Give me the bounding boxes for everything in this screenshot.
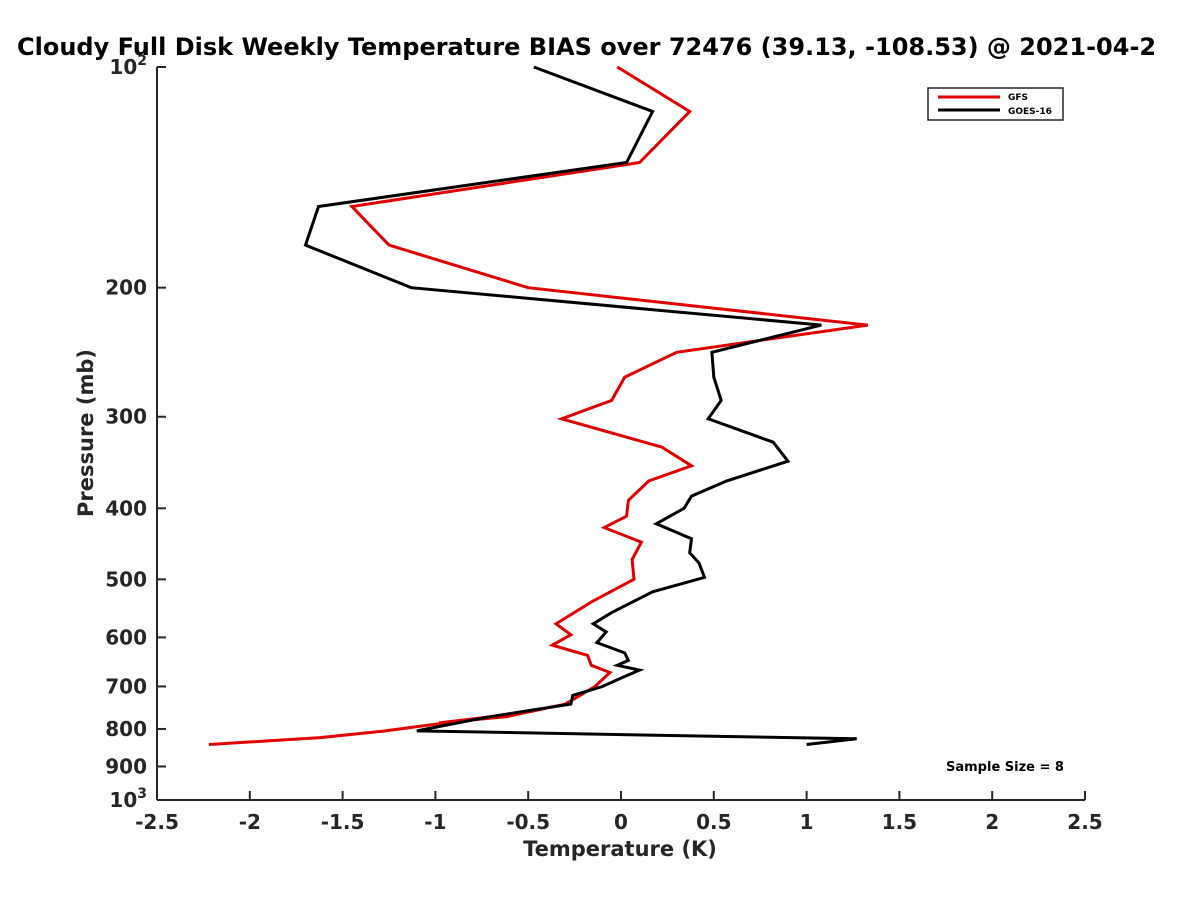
y-axis-ticks: 102 200 300 400 500 600 700 800 900 103 [105, 53, 166, 812]
y-tick-label: 800 [105, 717, 147, 741]
x-axis-label: Temperature (K) [523, 837, 717, 861]
y-axis-label: Pressure (mb) [74, 349, 98, 517]
chart-title: Cloudy Full Disk Weekly Temperature BIAS… [17, 33, 1156, 61]
x-tick-label: -2 [239, 810, 261, 834]
x-tick-label: 2 [985, 810, 999, 834]
x-tick-label: 1 [800, 810, 814, 834]
legend-box [927, 87, 1064, 121]
x-tick-label: -0.5 [506, 810, 550, 834]
y-tick-label: 103 [109, 786, 147, 812]
x-axis-ticks: -2.5 -2 -1.5 -1 -0.5 0 0.5 1 1.5 2 2.5 [135, 791, 1103, 834]
y-tick-label: 200 [105, 276, 147, 300]
legend-label-gfs: GFS [1008, 93, 1028, 103]
y-tick-label: 600 [105, 625, 147, 649]
series-line-gfs [208, 65, 869, 746]
legend: GFS GOES-16 [927, 87, 1064, 121]
y-tick-label: 700 [105, 674, 147, 698]
y-tick-label: 400 [105, 496, 147, 520]
x-tick-label: -2.5 [135, 810, 179, 834]
y-tick-label: 500 [105, 567, 147, 591]
sample-size-annotation: Sample Size = 8 [946, 760, 1064, 775]
legend-label-goes16: GOES-16 [1008, 107, 1052, 117]
y-tick-label: 102 [109, 53, 147, 79]
x-tick-label: 1.5 [882, 810, 917, 834]
x-tick-label: -1 [424, 810, 446, 834]
x-tick-label: -1.5 [321, 810, 365, 834]
axes-layer [156, 67, 1085, 801]
series-line-goes16 [303, 65, 857, 746]
x-tick-label: 0.5 [696, 810, 731, 834]
series-layer [208, 65, 869, 746]
x-tick-label: 0 [614, 810, 628, 834]
x-tick-label: 2.5 [1067, 810, 1102, 834]
y-tick-label: 900 [105, 754, 147, 778]
y-tick-label: 300 [105, 405, 147, 429]
